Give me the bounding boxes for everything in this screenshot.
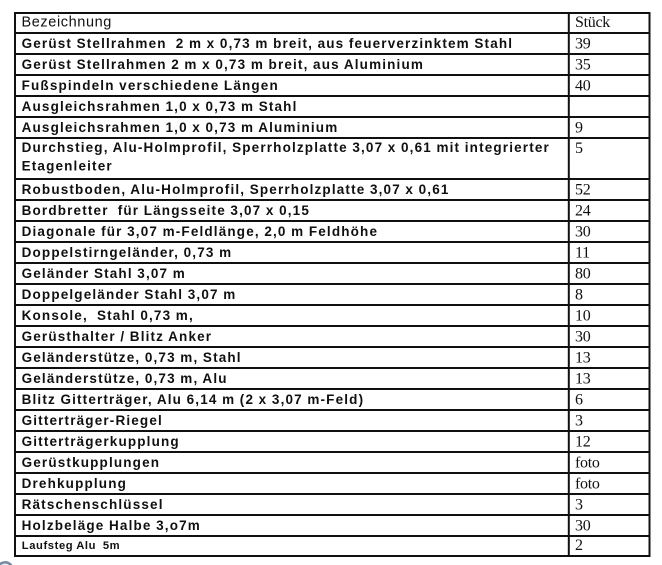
svg-text:3: 3	[575, 497, 583, 514]
svg-text:Geländerstütze, 0,73 m, Alu: Geländerstütze, 0,73 m, Alu	[22, 371, 228, 386]
svg-text:Gerüst Stellrahmen 2 m x 0,73: Gerüst Stellrahmen 2 m x 0,73 m breit, a…	[22, 57, 424, 72]
svg-text:30: 30	[575, 224, 591, 241]
svg-text:foto: foto	[575, 455, 600, 472]
svg-text:2: 2	[575, 537, 583, 554]
svg-text:52: 52	[575, 182, 591, 199]
svg-text:Gerüstkupplungen: Gerüstkupplungen	[22, 455, 161, 470]
svg-text:Stück: Stück	[575, 14, 610, 31]
svg-text:Geländerstütze, 0,73 m, Stahl: Geländerstütze, 0,73 m, Stahl	[22, 350, 242, 365]
svg-text:5: 5	[575, 140, 583, 157]
svg-text:30: 30	[575, 518, 591, 535]
svg-text:39: 39	[575, 36, 591, 53]
svg-text:80: 80	[575, 266, 591, 283]
svg-text:Ausgleichsrahmen 1,0 x 0,73 m: Ausgleichsrahmen 1,0 x 0,73 m Aluminium	[22, 120, 339, 135]
svg-text:Fußspindeln verschiedene Länge: Fußspindeln verschiedene Längen	[22, 78, 279, 93]
svg-text:Durchstieg, Alu-Holmprofil, Sp: Durchstieg, Alu-Holmprofil, Sperrholzpla…	[22, 140, 550, 155]
svg-text:Bordbretter für Längsseite 3,: Bordbretter für Längsseite 3,07 x 0,15	[22, 203, 310, 218]
svg-text:Blitz Gitterträger, Alu 6,14 m: Blitz Gitterträger, Alu 6,14 m (2 x 3,07…	[22, 392, 365, 407]
svg-text:13: 13	[575, 371, 591, 388]
svg-text:Drehkupplung: Drehkupplung	[22, 476, 127, 491]
svg-text:Ausgleichsrahmen 1,0 x 0,73 m: Ausgleichsrahmen 1,0 x 0,73 m Stahl	[22, 99, 298, 114]
svg-text:40: 40	[575, 78, 591, 95]
svg-text:8: 8	[575, 287, 583, 304]
svg-text:Rätschenschlüssel: Rätschenschlüssel	[22, 497, 164, 512]
svg-text:10: 10	[575, 308, 591, 325]
svg-text:Etagenleiter: Etagenleiter	[22, 158, 113, 173]
svg-text:Geländer Stahl 3,07 m: Geländer Stahl 3,07 m	[22, 266, 186, 281]
svg-text:Konsole, Stahl 0,73 m,: Konsole, Stahl 0,73 m,	[22, 308, 194, 323]
svg-text:30: 30	[575, 329, 591, 346]
svg-text:12: 12	[575, 434, 591, 451]
svg-text:Diagonale für 3,07 m-Feldlänge: Diagonale für 3,07 m-Feldlänge, 2,0 m Fe…	[22, 224, 379, 239]
svg-text:Doppelstirngeländer, 0,73 m: Doppelstirngeländer, 0,73 m	[22, 245, 233, 260]
svg-text:Gitterträger-Riegel: Gitterträger-Riegel	[22, 413, 163, 428]
svg-text:Laufsteg Alu 5m: Laufsteg Alu 5m	[22, 540, 120, 552]
svg-text:Gitterträgerkupplung: Gitterträgerkupplung	[22, 434, 180, 449]
svg-text:9: 9	[575, 120, 583, 137]
svg-text:Bezeichnung: Bezeichnung	[22, 14, 112, 30]
svg-text:3: 3	[575, 413, 583, 430]
svg-text:6: 6	[575, 392, 583, 409]
svg-text:Holzbeläge Halbe 3,o7m: Holzbeläge Halbe 3,o7m	[22, 518, 201, 533]
svg-text:Gerüst Stellrahmen 2 m x 0,73: Gerüst Stellrahmen 2 m x 0,73 m breit, a…	[22, 36, 514, 51]
svg-text:11: 11	[575, 245, 590, 262]
svg-text:Gerüsthalter / Blitz Anker: Gerüsthalter / Blitz Anker	[22, 329, 213, 344]
svg-text:24: 24	[575, 203, 591, 220]
svg-text:foto: foto	[575, 476, 600, 493]
svg-text:13: 13	[575, 350, 591, 367]
svg-text:35: 35	[575, 57, 591, 74]
svg-text:Doppelgeländer Stahl 3,07 m: Doppelgeländer Stahl 3,07 m	[22, 287, 237, 302]
svg-text:Robustboden, Alu-Holmprofil, S: Robustboden, Alu-Holmprofil, Sperrholzpl…	[22, 182, 450, 197]
